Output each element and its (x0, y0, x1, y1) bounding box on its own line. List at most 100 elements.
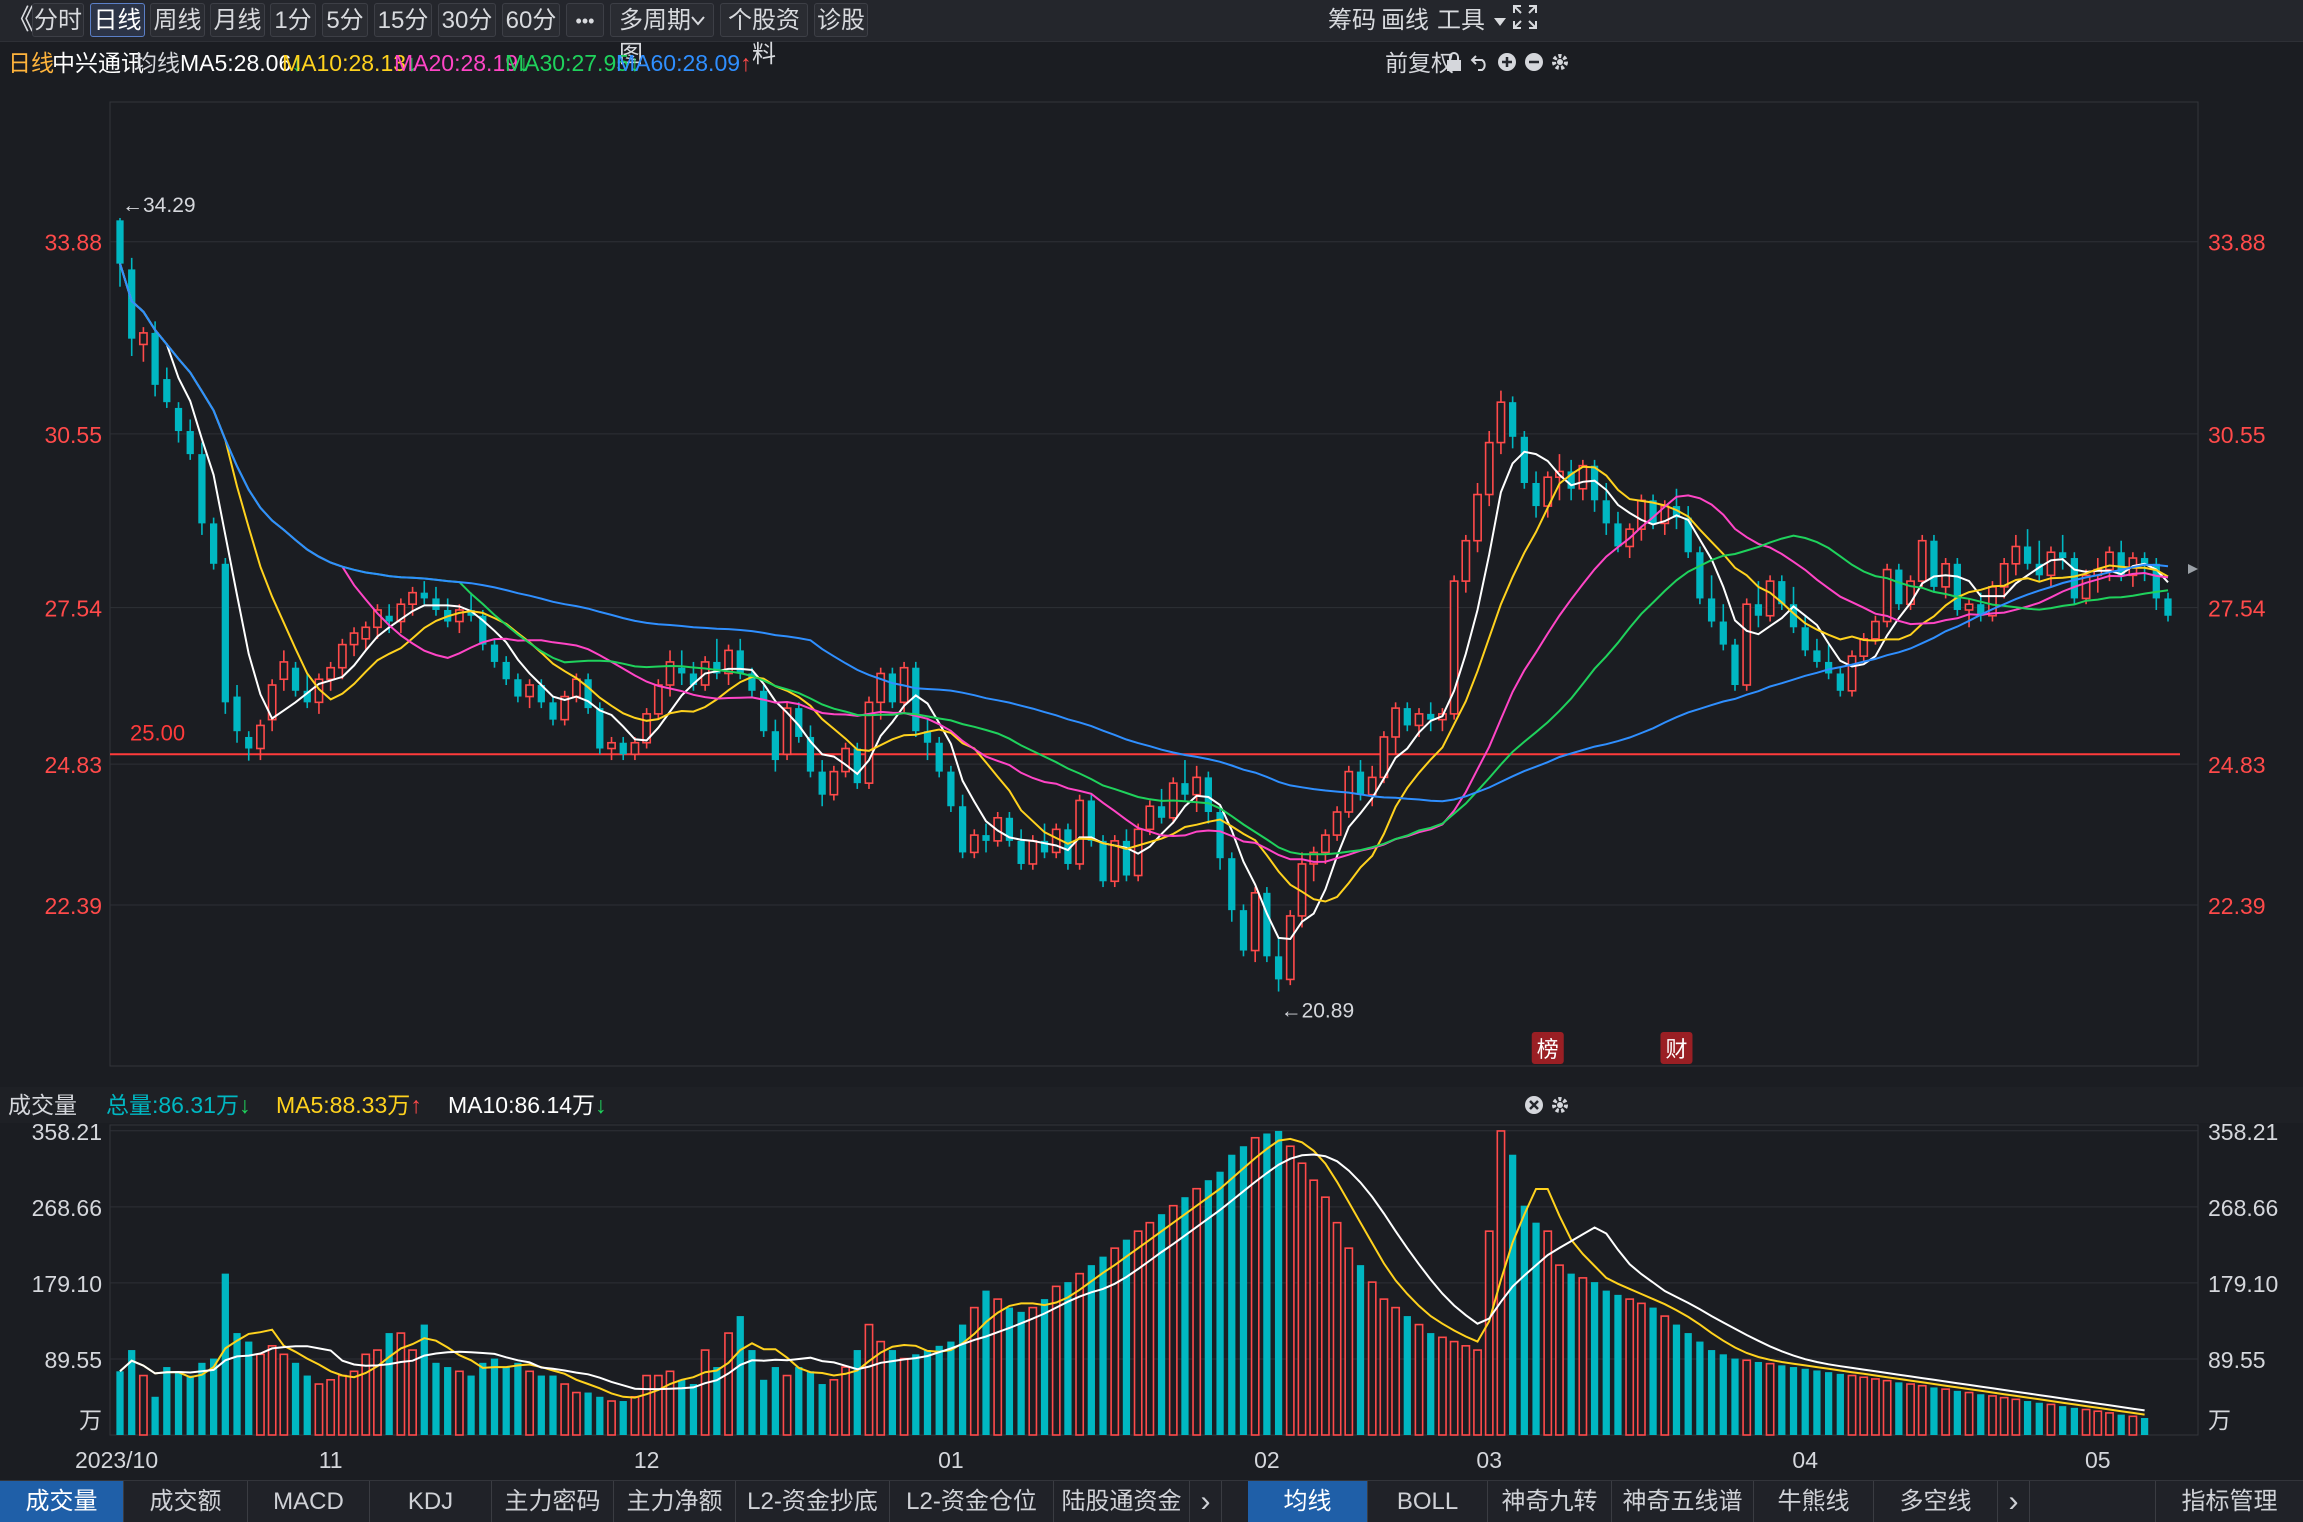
tab-ma[interactable]: 均线 (1248, 1481, 1368, 1522)
indicator-manage-button[interactable]: 指标管理 (2155, 1481, 2303, 1522)
tab-boll[interactable]: BOLL (1368, 1481, 1488, 1522)
volume-bar (1649, 1307, 1657, 1435)
tab-l2-position[interactable]: L2-资金仓位 (890, 1481, 1054, 1522)
adjust-label[interactable]: 前复权 (1385, 50, 1454, 76)
tab-main-force-net[interactable]: 主力净额 (614, 1481, 736, 1522)
diagnose-button[interactable]: 诊股 (814, 3, 868, 37)
undo-icon[interactable] (1470, 52, 1490, 72)
period-tab-30min[interactable]: 30分 (438, 3, 496, 37)
low-price-annotation: ←20.89 (1281, 1000, 1355, 1023)
more-periods-button[interactable]: ••• (566, 3, 604, 37)
volume-bar (829, 1378, 839, 1436)
multi-period-button[interactable]: 多周期图 (610, 3, 714, 68)
zoom-in-icon[interactable] (1497, 52, 1517, 72)
candle (1532, 471, 1540, 518)
period-tab-timeshare[interactable]: 分时 (32, 3, 84, 37)
candle (642, 708, 652, 749)
candle (1110, 835, 1120, 888)
volume-bar (1895, 1382, 1903, 1435)
candle-body (1122, 840, 1131, 876)
tools-button[interactable]: 工具 (1437, 4, 1506, 38)
period-tab-monthly[interactable]: 月线 (210, 3, 265, 37)
candle-body (1204, 777, 1212, 813)
close-icon[interactable] (1524, 1095, 1544, 1115)
stock-name[interactable]: 中兴通讯 (52, 50, 144, 76)
tab-volume[interactable]: 成交量 (0, 1481, 124, 1522)
tab-kdj[interactable]: KDJ (370, 1481, 492, 1522)
candle (1930, 534, 1938, 593)
tab-northbound-funds[interactable]: 陆股通资金 (1054, 1481, 1190, 1522)
candle-body (186, 431, 194, 455)
volume-bar (151, 1396, 159, 1435)
volume-unit-right: 万 (2208, 1407, 2231, 1433)
period-tab-60min[interactable]: 60分 (502, 3, 560, 37)
stock-info-button[interactable]: 个股资料 (720, 3, 808, 68)
back-icon[interactable]: 《 (6, 4, 35, 35)
period-tab-15min[interactable]: 15分 (374, 3, 432, 37)
volume-settings-gear-icon[interactable] (1550, 1095, 1570, 1115)
candle (1216, 806, 1224, 870)
candle-body (713, 661, 721, 674)
lock-icon[interactable] (1446, 52, 1462, 72)
period-tab-5min[interactable]: 5分 (322, 3, 368, 37)
tab-l2-bottom-fishing[interactable]: L2-资金抄底 (736, 1481, 890, 1522)
candle-body (174, 407, 183, 432)
volume-bar (116, 1371, 124, 1435)
volume-bar (256, 1353, 265, 1436)
candle (1040, 823, 1049, 859)
candle-body (678, 667, 686, 674)
tab-macd[interactable]: MACD (248, 1481, 370, 1522)
chip-button[interactable]: 筹码 (1328, 7, 1376, 34)
candle-body (291, 667, 300, 691)
zoom-out-icon[interactable] (1524, 52, 1544, 72)
volume-bar (1578, 1277, 1588, 1436)
ma-indicator-label[interactable]: 均线 (134, 50, 180, 76)
candle-body (1847, 655, 1857, 692)
expand-icon[interactable] (1512, 4, 1538, 30)
volume-bar (2117, 1414, 2125, 1435)
candle-body (630, 741, 640, 756)
event-mark-badge (1531, 1032, 1564, 1064)
settings-gear-icon[interactable] (1550, 52, 1570, 72)
volume-label[interactable]: 成交量 (8, 1092, 77, 1118)
candle (1391, 702, 1401, 755)
tab-magic-five-lines[interactable]: 神奇五线谱 (1612, 1481, 1754, 1522)
volume-bar (1285, 1145, 1295, 1436)
tab-turnover[interactable]: 成交额 (124, 1481, 248, 1522)
candle-body (1836, 673, 1844, 691)
tab-long-short-line[interactable]: 多空线 (1874, 1481, 1998, 1522)
tab-magic-nine[interactable]: 神奇九转 (1488, 1481, 1612, 1522)
volume-bar (1403, 1316, 1411, 1435)
y-tick-label-left: 30.55 (44, 422, 102, 448)
volume-bar (1543, 1230, 1553, 1436)
period-tab-daily[interactable]: 日线 (90, 3, 145, 37)
candle (1649, 494, 1657, 530)
candlestick-chart[interactable]: 25.00 ←34.29 ←20.89 榜 财 33.88 33.88 30.55 30.5… (0, 82, 2303, 1082)
candle-body (653, 684, 663, 715)
candle-body (420, 592, 428, 599)
volume-bar (1731, 1358, 1739, 1435)
candle-body (736, 650, 744, 674)
candle (1496, 390, 1506, 455)
y-tick-label-left: 22.39 (44, 893, 102, 919)
volume-bar (1930, 1387, 1938, 1435)
volume-bar (1449, 1340, 1459, 1436)
period-tab-weekly[interactable]: 周线 (150, 3, 205, 37)
candle-body (1824, 661, 1833, 674)
tab-bull-bear-line[interactable]: 牛熊线 (1754, 1481, 1874, 1522)
tab-main-force-code[interactable]: 主力密码 (492, 1481, 614, 1522)
candle-body (864, 701, 874, 784)
period-tab-1min[interactable]: 1分 (270, 3, 316, 37)
left-tabs-next-arrow[interactable]: › (1190, 1481, 1222, 1522)
volume-bar (479, 1362, 487, 1435)
candle-body (2140, 558, 2149, 564)
draw-line-button[interactable]: 画线 (1381, 7, 1429, 34)
right-tabs-next-arrow[interactable]: › (1998, 1481, 2030, 1522)
volume-bar (1391, 1306, 1401, 1436)
candle-body (549, 702, 557, 720)
candle (1274, 939, 1283, 992)
volume-chart[interactable]: 358.21 358.21 268.66 268.66 179.10 179.10 89.5… (0, 1123, 2303, 1480)
candle (1765, 575, 1775, 622)
candle (1309, 846, 1319, 882)
candle (1953, 558, 1961, 616)
